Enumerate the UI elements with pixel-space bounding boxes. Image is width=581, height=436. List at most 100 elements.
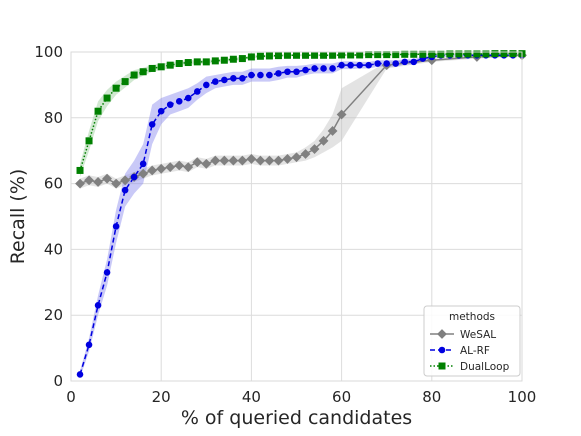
x-tick-label: 100 <box>508 388 537 406</box>
al-rf-point <box>293 68 300 76</box>
dualloop-point <box>509 50 517 58</box>
legend-label-wesal: WeSAL <box>460 329 496 341</box>
al-rf-point <box>139 160 147 168</box>
dualloop-point <box>139 68 147 76</box>
dualloop-point <box>166 61 174 69</box>
dualloop-point <box>103 94 111 102</box>
al-rf-point <box>203 81 210 89</box>
dualloop-point <box>193 58 201 66</box>
dualloop-point <box>247 53 255 61</box>
wesal-point <box>165 162 176 173</box>
al-rf-point <box>302 66 309 74</box>
legend-marker-wesal <box>437 329 447 339</box>
dualloop-point <box>401 50 409 58</box>
legend-box <box>423 305 521 377</box>
legend: methods WeSAL AL-RF DualLoop <box>423 305 521 377</box>
x-tick-labels: 0 20 40 60 80 100 <box>66 388 536 406</box>
al-rf-point <box>320 65 327 72</box>
dualloop-point <box>464 50 472 58</box>
dualloop-point <box>157 63 165 71</box>
dualloop-point <box>283 51 291 59</box>
al-rf-point <box>347 61 354 69</box>
legend-item-dualloop: DualLoop <box>430 361 510 373</box>
al-rf-point <box>221 76 228 84</box>
y-tick-label: 0 <box>53 372 63 390</box>
dualloop-point <box>85 137 93 145</box>
dualloop-point <box>365 51 373 59</box>
dualloop-point <box>374 51 382 59</box>
x-tick-label: 20 <box>152 388 171 406</box>
dualloop-point <box>419 50 427 58</box>
dualloop-point <box>338 51 346 59</box>
al-rf-point <box>401 58 409 66</box>
legend-label-al-rf: AL-RF <box>460 345 490 357</box>
dualloop-point <box>482 50 490 58</box>
wesal-point <box>336 109 347 120</box>
al-rf-point <box>76 371 84 378</box>
al-rf-point <box>94 302 102 309</box>
al-rf-point <box>392 60 400 67</box>
al-rf-point <box>103 269 111 276</box>
wesal-point <box>192 157 203 168</box>
y-tick-label: 20 <box>44 306 63 324</box>
wesal-point <box>219 155 230 166</box>
legend-title: methods <box>449 311 495 323</box>
al-rf-point <box>266 71 273 79</box>
dualloop-point <box>311 51 319 59</box>
al-rf-point <box>121 186 129 194</box>
wesal-point <box>246 154 257 164</box>
dualloop-point <box>229 55 237 63</box>
wesal-point <box>201 158 212 169</box>
dualloop-point <box>220 56 228 64</box>
dualloop-point <box>175 60 183 68</box>
wesal-point <box>237 155 248 166</box>
wesal-point <box>156 163 167 174</box>
y-tick-label: 60 <box>44 175 63 193</box>
dualloop-point <box>121 78 129 86</box>
dualloop-point <box>500 50 508 58</box>
dualloop-point <box>238 55 246 63</box>
dualloop-point <box>274 52 282 60</box>
wesal-point <box>318 135 329 146</box>
y-tick-label: 80 <box>44 109 63 127</box>
wesal-point <box>228 155 239 166</box>
legend-marker-dualloop <box>438 362 446 370</box>
legend-label-dualloop: DualLoop <box>460 361 510 373</box>
dualloop-point <box>356 51 364 59</box>
wesal-point <box>282 154 293 164</box>
al-rf-point <box>175 98 183 105</box>
wesal-point <box>84 175 94 186</box>
grid <box>70 51 523 382</box>
dualloop-point <box>112 84 120 92</box>
al-rf-point <box>329 65 336 72</box>
al-rf-point <box>356 61 363 69</box>
dualloop-point <box>410 50 418 58</box>
dualloop-point <box>94 107 102 115</box>
x-tick-label: 40 <box>242 388 261 406</box>
al-rf-point <box>338 61 345 69</box>
dualloop-point <box>383 51 391 59</box>
wesal-point <box>309 144 320 154</box>
al-rf-point <box>275 70 282 77</box>
dualloop-point <box>256 52 264 60</box>
dualloop-point <box>293 51 300 59</box>
dualloop-point <box>392 51 400 59</box>
y-tick-label: 100 <box>34 43 63 61</box>
wesal-point <box>183 162 194 173</box>
al-rf-point <box>193 88 201 95</box>
dualloop-point <box>130 71 138 79</box>
al-rf-point <box>85 341 93 349</box>
wesal-point <box>120 175 131 186</box>
al-rf-point <box>284 68 291 76</box>
dualloop-point <box>148 64 156 72</box>
dualloop-point <box>320 51 328 59</box>
dualloop-point <box>184 59 192 67</box>
al-rf-point <box>148 121 156 128</box>
al-rf-point <box>230 75 237 82</box>
wesal-point <box>102 173 112 184</box>
al-rf-point <box>410 58 418 66</box>
al-rf-point <box>248 71 255 79</box>
dualloop-point <box>265 52 273 60</box>
wesal-point <box>300 149 311 159</box>
